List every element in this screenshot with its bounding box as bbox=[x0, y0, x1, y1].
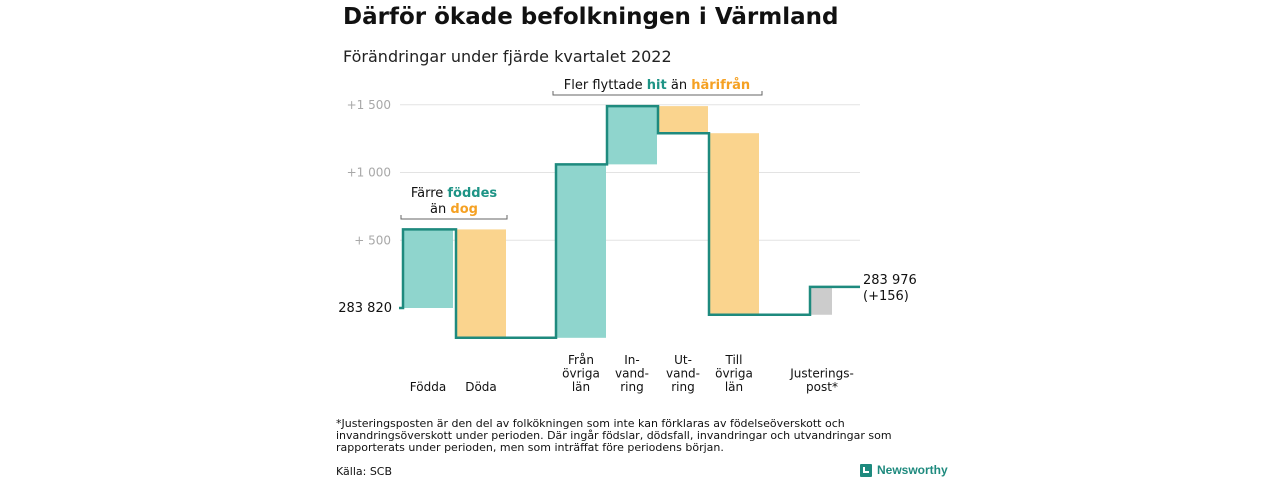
bar-invandring bbox=[607, 106, 657, 165]
brand-name: Newsworthy bbox=[877, 463, 948, 477]
waterfall-line bbox=[399, 104, 860, 340]
source-label: Källa: SCB bbox=[336, 465, 393, 478]
annotation-moves: Fler flyttade hit än härifrån bbox=[564, 78, 750, 93]
category-label-fran: övriga bbox=[562, 367, 600, 381]
category-label-fodda: Födda bbox=[410, 380, 446, 394]
footnote: *Justeringsposten är den del av folkökni… bbox=[336, 417, 892, 454]
category-label-justering: post* bbox=[806, 380, 838, 394]
bar-fran bbox=[556, 164, 606, 338]
category-label-utvandring: Ut- bbox=[674, 353, 692, 367]
baseline-label: 283 820 bbox=[338, 301, 392, 316]
category-label-doda: Döda bbox=[465, 380, 497, 394]
category-label-utvandring: vand- bbox=[666, 367, 700, 381]
category-label-till: övriga bbox=[715, 367, 753, 381]
category-label-invandring: ring bbox=[620, 380, 644, 394]
bar-utvandring bbox=[658, 106, 708, 134]
category-label-justering: Justerings- bbox=[789, 367, 854, 381]
end-change-label: (+156) bbox=[863, 289, 909, 304]
brand-logo[interactable]: Newsworthy bbox=[860, 463, 948, 477]
page-title: Därför ökade befolkningen i Värmland bbox=[343, 4, 839, 30]
end-value-label: 283 976 bbox=[863, 273, 917, 288]
category-label-invandring: vand- bbox=[615, 367, 649, 381]
bar-till bbox=[709, 133, 759, 315]
category-label-utvandring: ring bbox=[671, 380, 695, 394]
page-subtitle: Förändringar under fjärde kvartalet 2022 bbox=[343, 47, 672, 66]
y-tick-label: + 500 bbox=[354, 233, 391, 247]
annotation-births-line1: Färre föddes bbox=[411, 186, 498, 201]
waterfall-chart: + 500 +1 000 +1 500 283 820 283 976(+156) Föd… bbox=[338, 78, 917, 394]
bar-doda bbox=[456, 229, 506, 338]
category-label-till: län bbox=[725, 380, 743, 394]
annotation-bracket-moves bbox=[552, 91, 763, 96]
bar-fodda bbox=[403, 229, 453, 308]
category-label-fran: Från bbox=[568, 353, 594, 367]
newsworthy-logo-icon bbox=[860, 463, 872, 477]
category-label-till: Till bbox=[725, 353, 743, 367]
bar-justering bbox=[810, 286, 832, 315]
y-tick-label: +1 000 bbox=[347, 166, 391, 180]
annotation-births-line2: än dog bbox=[430, 202, 478, 217]
category-label-invandring: In- bbox=[624, 353, 639, 367]
annotation-bracket-births bbox=[400, 215, 508, 220]
category-label-fran: län bbox=[572, 380, 590, 394]
y-tick-label: +1 500 bbox=[347, 98, 391, 112]
